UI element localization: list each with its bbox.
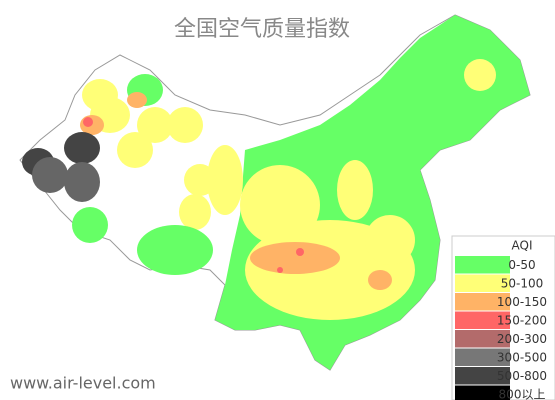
yellow-area: [117, 132, 153, 168]
green-area: [72, 207, 108, 243]
china-map: [19, 14, 531, 371]
yellow-area: [137, 107, 173, 143]
legend-title: AQI: [512, 239, 533, 253]
grey-areas: [22, 132, 100, 202]
legend-swatch: [455, 256, 510, 274]
red-areas: [83, 117, 304, 273]
red-area: [83, 117, 93, 127]
dark-area: [64, 132, 100, 164]
legend-swatch: [455, 311, 510, 329]
legend-swatch: [455, 348, 510, 366]
yellow-area: [240, 165, 320, 245]
map-title: 全国空气质量指数: [174, 17, 350, 42]
grey-area: [64, 162, 100, 202]
grey-area: [32, 157, 68, 193]
legend-label: 0-50: [508, 258, 535, 272]
yellow-area: [167, 107, 203, 143]
legend-label: 150-200: [497, 313, 547, 327]
yellow-area: [365, 215, 415, 265]
legend-label: 300-500: [497, 350, 547, 364]
legend-label: 100-150: [497, 295, 547, 309]
green-area: [137, 225, 213, 275]
orange-area: [250, 242, 340, 274]
yellow-area: [82, 79, 118, 111]
legend-swatch: [455, 293, 510, 311]
orange-area: [127, 92, 147, 108]
yellow-area: [179, 194, 211, 230]
legend-label: 200-300: [497, 332, 547, 346]
legend-label: 800以上: [499, 387, 546, 400]
orange-area: [368, 270, 392, 290]
legend-swatch: [455, 367, 510, 385]
yellow-area: [207, 145, 243, 215]
legend-swatch: [455, 274, 510, 292]
legend-label: 500-800: [497, 369, 547, 383]
yellow-area: [184, 164, 216, 196]
legend-swatch: [455, 330, 510, 348]
yellow-area: [464, 59, 496, 91]
legend: AQI 0-50 50-100 100-150 150-200 200-300 300-5…: [451, 235, 555, 400]
legend-label: 50-100: [501, 276, 544, 290]
yellow-area: [337, 160, 373, 220]
red-area: [277, 267, 283, 273]
watermark: www.air-level.com: [10, 374, 156, 393]
legend-swatch: [455, 385, 510, 400]
yellow-areas: [82, 59, 496, 320]
red-area: [296, 248, 304, 256]
green-area: [425, 35, 455, 65]
